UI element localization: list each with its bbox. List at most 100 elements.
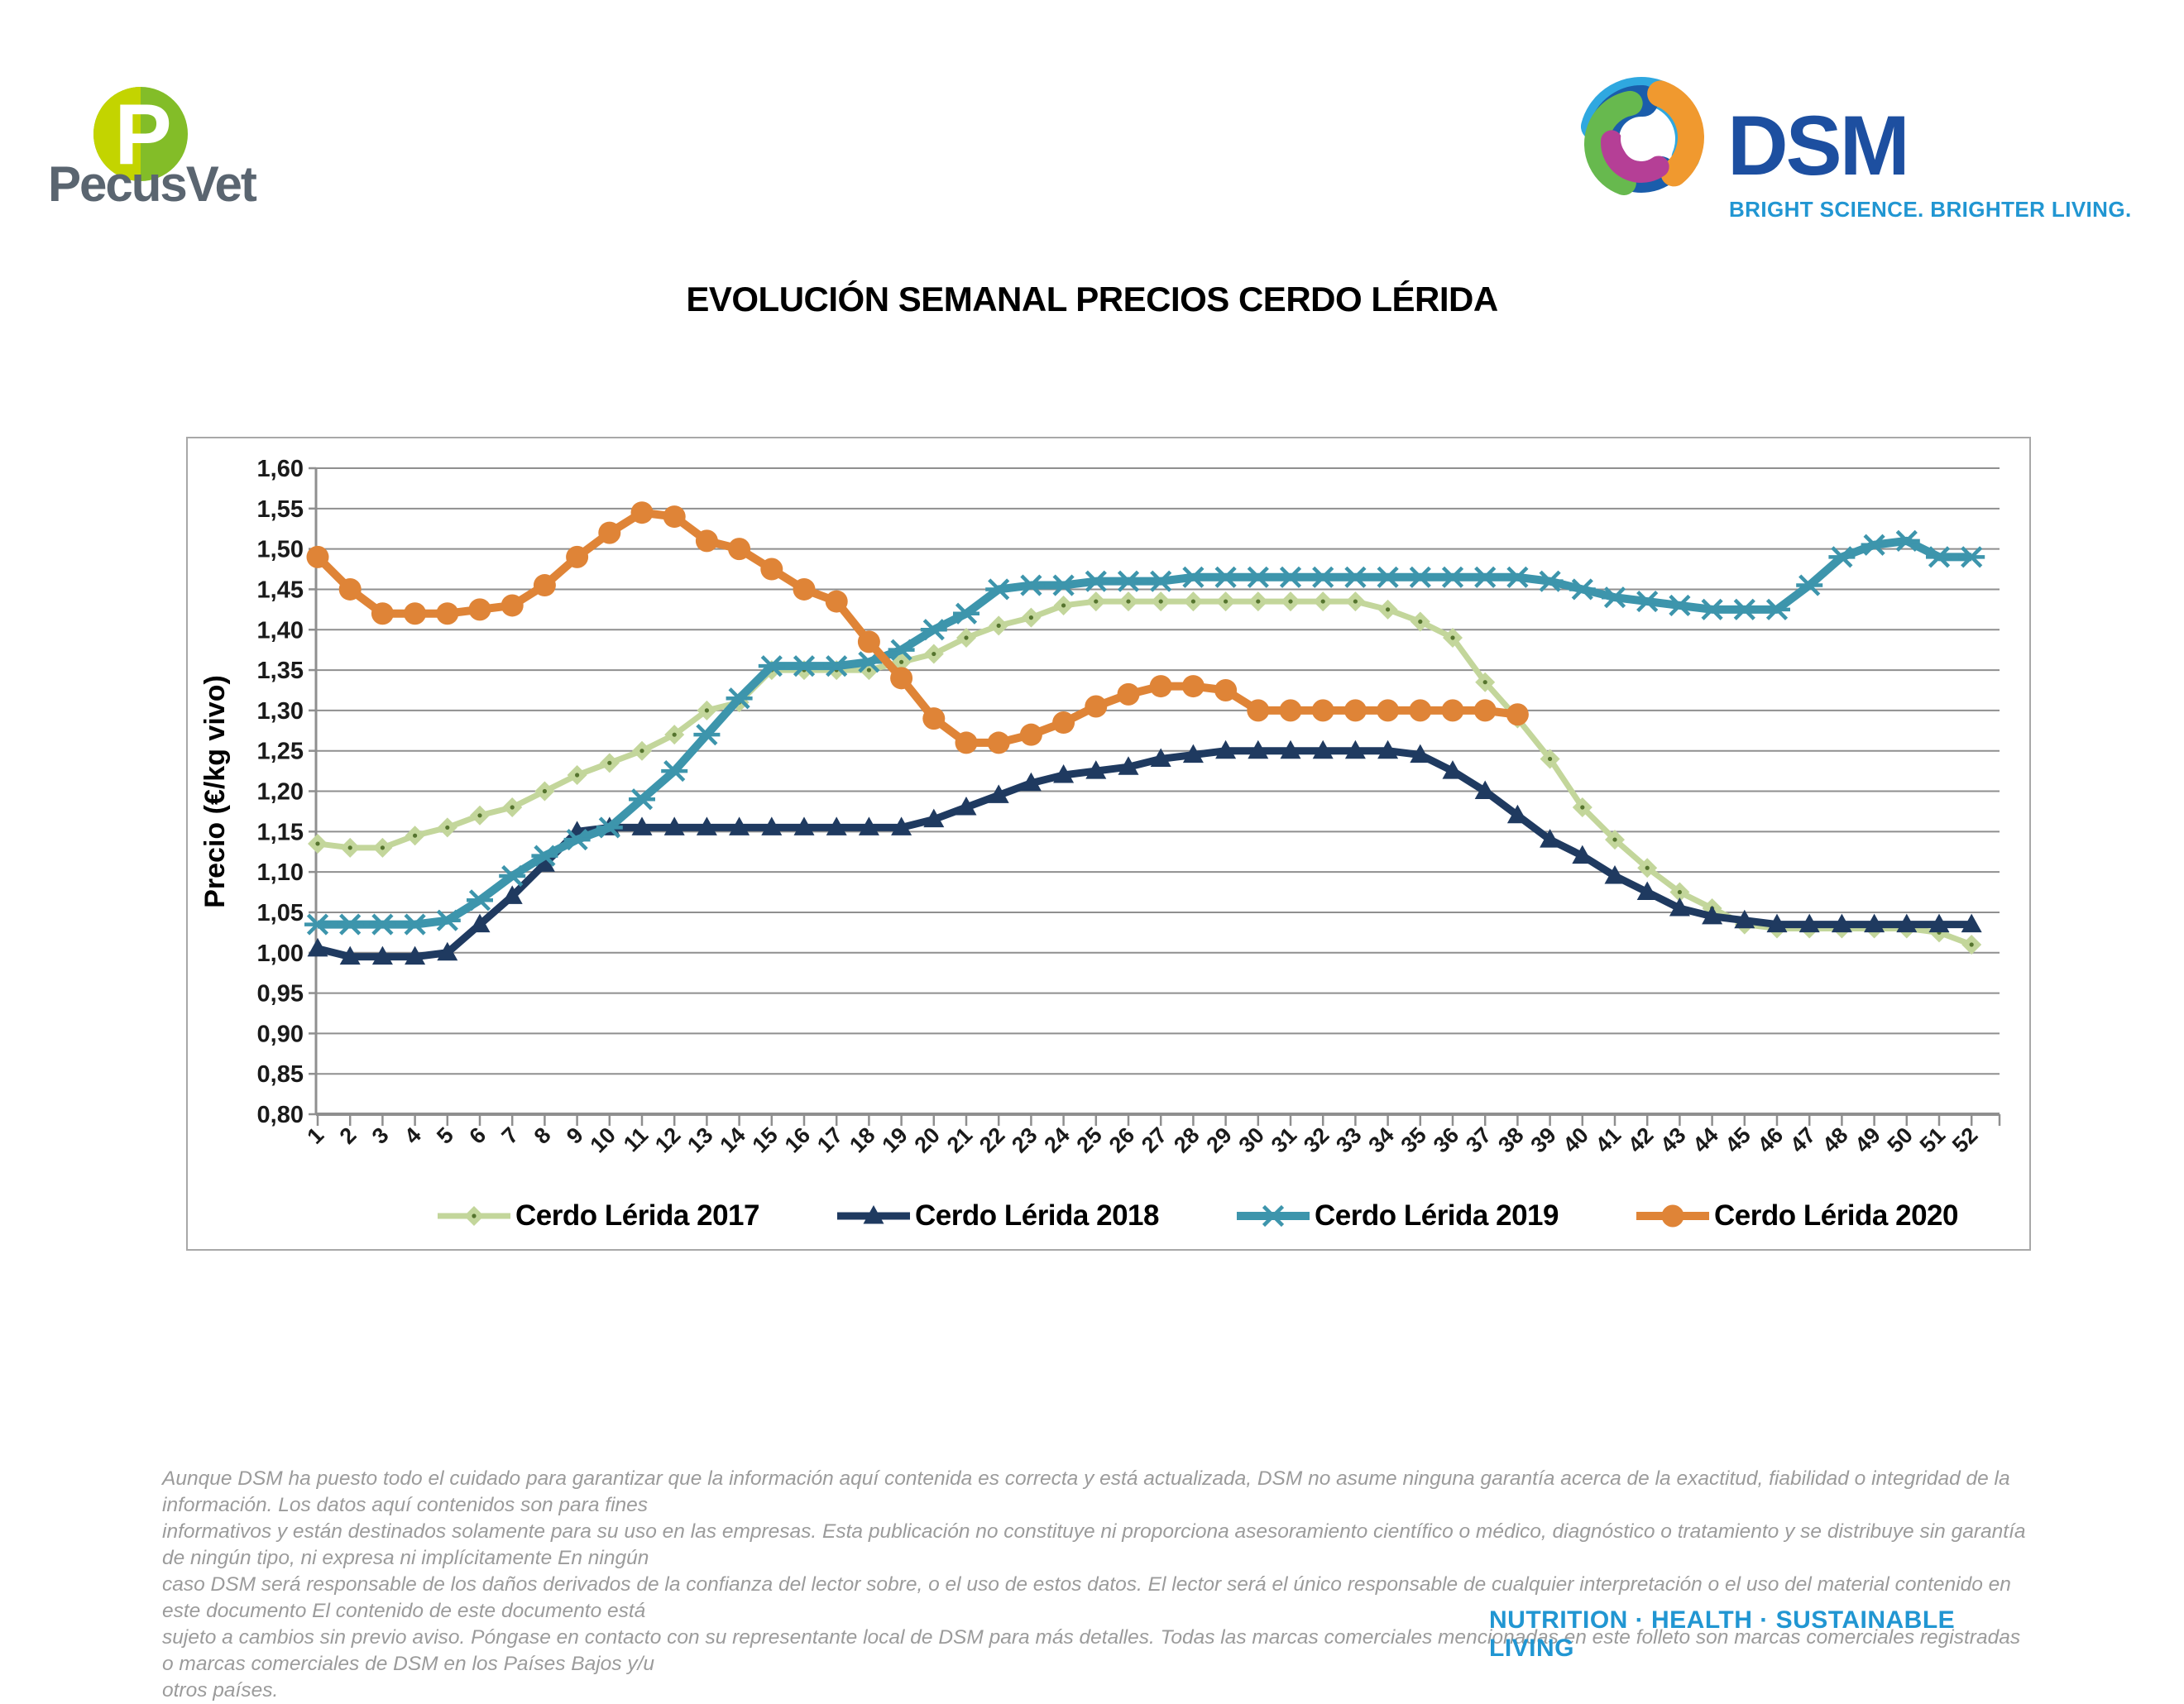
legend-swatch — [438, 1206, 510, 1226]
x-tick-label: 16 — [780, 1122, 815, 1157]
x-tick-label: 42 — [1623, 1122, 1658, 1157]
x-tick-label: 45 — [1721, 1122, 1755, 1157]
x-tick-label: 28 — [1169, 1122, 1204, 1157]
x-tick-label: 36 — [1429, 1122, 1463, 1157]
x-tick-label: 37 — [1461, 1122, 1496, 1157]
x-tick-label: 1 — [302, 1122, 328, 1149]
dsm-brand-tagline: NUTRITION · HEALTH · SUSTAINABLE LIVING — [1489, 1606, 1956, 1662]
pecusvet-wordmark: PecusVet — [48, 156, 257, 212]
x-tick-label: 33 — [1331, 1122, 1366, 1157]
y-tick-label: 1,05 — [257, 900, 304, 926]
legend-item-cerdo-l-rida-2020: Cerdo Lérida 2020 — [1635, 1199, 1958, 1233]
y-tick-label: 1,30 — [257, 698, 304, 725]
x-tick-label: 44 — [1688, 1122, 1722, 1157]
x-tick-label: 47 — [1785, 1122, 1820, 1157]
x-tick-label: 35 — [1396, 1122, 1431, 1157]
x-tick-label: 49 — [1850, 1122, 1885, 1157]
y-tick-label: 0,85 — [257, 1061, 304, 1088]
x-tick-label: 30 — [1234, 1122, 1269, 1157]
disclaimer-line: informativos y están destinados solament… — [162, 1520, 2026, 1569]
series-cerdo-l-rida-2017 — [308, 591, 1982, 955]
legend-swatch — [1237, 1204, 1310, 1228]
legend-item-cerdo-l-rida-2019: Cerdo Lérida 2019 — [1235, 1199, 1559, 1233]
x-tick-label: 2 — [335, 1122, 362, 1149]
x-tick-label: 10 — [586, 1122, 620, 1157]
x-tick-label: 41 — [1591, 1122, 1626, 1157]
x-tick-label: 50 — [1883, 1122, 1918, 1157]
legend-swatch — [1636, 1204, 1709, 1228]
y-tick-label: 0,80 — [257, 1102, 304, 1128]
y-tick-label: 1,50 — [257, 537, 304, 563]
y-tick-label: 1,15 — [257, 819, 304, 845]
x-tick-label: 38 — [1493, 1122, 1528, 1157]
x-tick-label: 9 — [562, 1122, 588, 1149]
chart-area: 1,60 1,55 1,50 1,45 1,40 1,35 1,30 1,25 1,20 1,15… — [186, 437, 2031, 1251]
legend-label: Cerdo Lérida 2019 — [1315, 1199, 1559, 1232]
x-tick-label: 3 — [367, 1122, 394, 1149]
y-axis-title: Precio (€/kg vivo) — [199, 675, 231, 908]
legend-item-cerdo-l-rida-2018: Cerdo Lérida 2018 — [836, 1199, 1159, 1233]
chart-title: EVOLUCIÓN SEMANAL PRECIOS CERDO LÉRIDA — [686, 280, 1498, 318]
y-tick-label: 1,20 — [257, 779, 304, 806]
dsm-swirl-icon — [1578, 76, 1704, 201]
disclaimer-line: caso DSM será responsable de los daños d… — [162, 1573, 2011, 1622]
x-tick-label: 43 — [1655, 1122, 1690, 1157]
y-tick-label: 1,45 — [257, 577, 304, 603]
x-tick-label: 8 — [529, 1122, 556, 1149]
series-cerdo-l-rida-2019 — [304, 529, 1985, 936]
x-tick-label: 26 — [1104, 1122, 1139, 1157]
x-tick-label: 11 — [619, 1122, 653, 1156]
x-tick-label: 20 — [910, 1122, 945, 1157]
x-tick-label: 18 — [845, 1122, 879, 1157]
x-tick-label: 5 — [432, 1122, 458, 1149]
x-tick-label: 23 — [1007, 1122, 1042, 1157]
x-tick-label: 27 — [1137, 1122, 1171, 1157]
dsm-tagline: BRIGHT SCIENCE. BRIGHTER LIVING. — [1729, 197, 2132, 222]
dsm-wordmark: DSM — [1727, 98, 1910, 193]
disclaimer-line: sujeto a cambios sin previo aviso. Pónga… — [162, 1626, 2021, 1675]
legend-label: Cerdo Lérida 2020 — [1714, 1199, 1958, 1232]
x-tick-label: 19 — [877, 1122, 912, 1157]
y-tick-label: 0,95 — [257, 981, 304, 1008]
y-tick-label: 1,35 — [257, 658, 304, 684]
disclaimer: Aunque DSM ha puesto todo el cuidado par… — [162, 1466, 2032, 1704]
x-tick-label: 39 — [1525, 1122, 1560, 1157]
x-tick-label: 7 — [497, 1122, 524, 1149]
y-tick-label: 0,90 — [257, 1021, 304, 1047]
legend-label: Cerdo Lérida 2017 — [515, 1199, 759, 1232]
x-tick-label: 32 — [1299, 1122, 1334, 1157]
x-tick-label: 40 — [1559, 1122, 1593, 1157]
price-line-chart: 1,60 1,55 1,50 1,45 1,40 1,35 1,30 1,25 1,20 1,15… — [199, 456, 2001, 1157]
x-tick-label: 34 — [1363, 1122, 1398, 1157]
legend-label: Cerdo Lérida 2018 — [915, 1199, 1159, 1232]
x-tick-label: 6 — [464, 1122, 491, 1149]
y-tick-label: 1,25 — [257, 739, 304, 765]
y-tick-label: 1,60 — [257, 456, 304, 482]
x-tick-label: 46 — [1753, 1122, 1788, 1157]
x-tick-label: 25 — [1072, 1122, 1107, 1157]
y-tick-label: 1,40 — [257, 617, 304, 644]
x-tick-label: 29 — [1201, 1122, 1236, 1157]
pecusvet-circle-icon: P — [93, 87, 188, 183]
x-tick-label: 22 — [975, 1122, 1009, 1157]
x-tick-label: 21 — [942, 1122, 977, 1157]
x-tick-label: 12 — [650, 1122, 685, 1157]
disclaimer-line: Aunque DSM ha puesto todo el cuidado par… — [162, 1467, 2010, 1516]
x-tick-label: 51 — [1915, 1122, 1950, 1157]
y-tick-label: 1,55 — [257, 496, 304, 523]
disclaimer-line: otros países. — [162, 1679, 279, 1702]
legend-item-cerdo-l-rida-2017: Cerdo Lérida 2017 — [436, 1199, 759, 1233]
chart-legend: Cerdo Lérida 2017 Cerdo Lérida 2018 Cerdo … — [436, 1187, 1958, 1245]
svg-text:P: P — [114, 87, 171, 183]
x-tick-label: 15 — [748, 1122, 783, 1157]
x-tick-label: 48 — [1818, 1122, 1852, 1157]
y-tick-label: 1,00 — [257, 941, 304, 967]
legend-swatch — [837, 1205, 910, 1224]
x-tick-label: 17 — [812, 1122, 847, 1157]
x-tick-label: 4 — [400, 1122, 426, 1149]
y-tick-label: 1,10 — [257, 859, 304, 886]
x-tick-label: 13 — [682, 1122, 717, 1157]
pecusvet-logo: P — [93, 87, 188, 183]
x-tick-label: 31 — [1267, 1122, 1301, 1157]
x-tick-label: 14 — [715, 1122, 750, 1157]
